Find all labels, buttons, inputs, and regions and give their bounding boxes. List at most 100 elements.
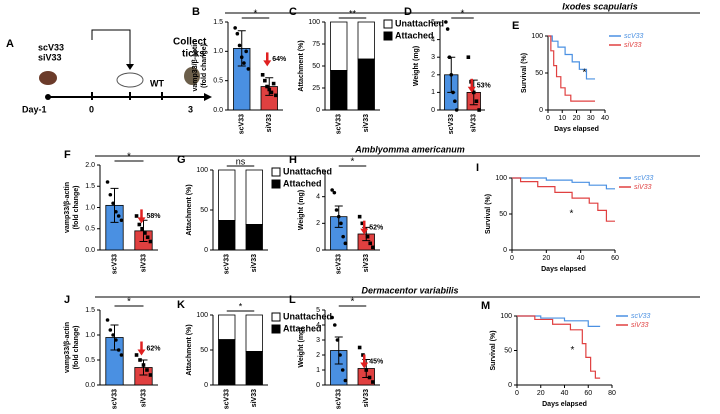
sig-label: *: [351, 297, 355, 308]
data-point: [244, 49, 248, 54]
data-point: [145, 235, 150, 240]
data-point: [246, 67, 251, 71]
y-axis-label: Attachment (%): [186, 324, 193, 375]
arrowhead: [126, 64, 134, 70]
y-tick-label: 50: [200, 347, 208, 354]
x-tick-label: scV33: [336, 114, 343, 134]
data-point: [134, 353, 139, 357]
x-tick-label: 0: [546, 115, 550, 122]
data-point: [114, 338, 118, 342]
x-tick-label: siV33: [140, 254, 147, 272]
data-point: [271, 81, 276, 86]
data-point: [233, 26, 237, 30]
y-axis-label: (fold change): [73, 186, 80, 230]
x-tick-label: 0: [515, 390, 519, 397]
y-tick-label: 0.5: [85, 226, 95, 233]
y-axis-label: Attachment (%): [298, 40, 305, 91]
panel-label: G: [177, 154, 186, 166]
y-tick-label: 1.5: [85, 307, 95, 314]
legend-label: Unattached: [283, 166, 332, 176]
timeline-arrow: [204, 93, 212, 101]
x-tick-label: scV33: [224, 254, 231, 274]
change-label: 58%: [147, 213, 162, 220]
data-point: [332, 323, 337, 327]
y-tick-label: 1.0: [85, 204, 95, 211]
x-axis-label: Days elapsed: [542, 401, 587, 408]
y-tick-label: 3: [316, 337, 320, 344]
y-tick-label: 4: [431, 36, 435, 43]
bar-segment: [245, 350, 263, 386]
data-point: [242, 61, 246, 65]
data-point: [269, 90, 274, 95]
y-axis-label: Survival (%): [485, 194, 492, 234]
y-tick-label: 0: [204, 382, 208, 389]
panel-label: B: [192, 6, 200, 18]
section-title: Amblyomma americanum: [354, 144, 465, 154]
y-tick-label: 3: [431, 54, 435, 61]
data-point: [108, 192, 113, 197]
x-tick-label: 40: [577, 255, 585, 262]
y-tick-label: 4: [316, 322, 320, 329]
legend-label: scV33: [624, 33, 644, 40]
tick-icon: [184, 67, 200, 85]
data-point: [451, 90, 455, 95]
data-point: [105, 180, 110, 184]
bar-segment: [218, 169, 236, 221]
survival-curve: [512, 177, 615, 222]
tick-icon: [39, 71, 57, 85]
change-label: 45%: [369, 358, 384, 365]
data-point: [338, 353, 342, 357]
y-tick-label: 2: [431, 72, 435, 79]
change-label: 62%: [147, 345, 162, 352]
y-tick-label: 0: [503, 247, 507, 254]
y-axis-label: vamp33/β-actin: [64, 322, 71, 373]
data-point: [145, 368, 149, 372]
y-tick-label: 75: [312, 41, 320, 48]
timeline-start: [45, 94, 51, 100]
group-label: siV33: [38, 52, 62, 62]
error-bar: [237, 30, 246, 67]
x-axis-label: Days elapsed: [541, 266, 586, 273]
x-tick-label: siV33: [363, 254, 370, 272]
data-point: [148, 239, 153, 244]
legend-swatch: [271, 324, 281, 334]
data-point: [114, 209, 118, 214]
x-tick-label: 60: [584, 390, 592, 397]
data-point: [449, 73, 454, 77]
legend-label: Attached: [283, 178, 322, 188]
data-point: [365, 234, 370, 239]
section-title: Dermacentor variabilis: [361, 285, 458, 295]
bar-segment: [330, 70, 348, 111]
y-tick-label: 2: [316, 352, 320, 359]
data-point: [140, 226, 144, 231]
y-tick-label: 0.5: [213, 78, 223, 85]
x-tick-label: siV33: [266, 114, 273, 132]
data-point: [371, 380, 375, 384]
y-tick-label: 5: [431, 19, 435, 26]
y-axis-label: Survival (%): [490, 330, 497, 370]
bar-segment: [218, 339, 236, 386]
panel-label: H: [289, 154, 297, 166]
error-bar: [334, 336, 343, 365]
data-point: [445, 27, 450, 31]
legend-swatch: [271, 312, 281, 322]
legend-swatch: [271, 167, 281, 177]
y-axis-label: Survival (%): [521, 53, 528, 93]
y-tick-label: 50: [499, 211, 507, 218]
data-point: [336, 214, 341, 219]
day-label: 3: [188, 104, 193, 114]
sig-label: *: [127, 152, 131, 163]
sig-label: *: [239, 301, 243, 311]
x-tick-label: 80: [608, 390, 616, 397]
day-label: 0: [89, 104, 94, 114]
x-tick-label: scV33: [336, 389, 343, 409]
change-arrowhead: [360, 228, 369, 235]
y-tick-label: 25: [312, 85, 320, 92]
data-point: [116, 348, 121, 352]
data-point: [239, 55, 244, 59]
data-point: [335, 338, 340, 342]
y-tick-label: 50: [312, 63, 320, 70]
x-tick-label: 40: [601, 115, 609, 122]
x-tick-label: 20: [537, 390, 545, 397]
